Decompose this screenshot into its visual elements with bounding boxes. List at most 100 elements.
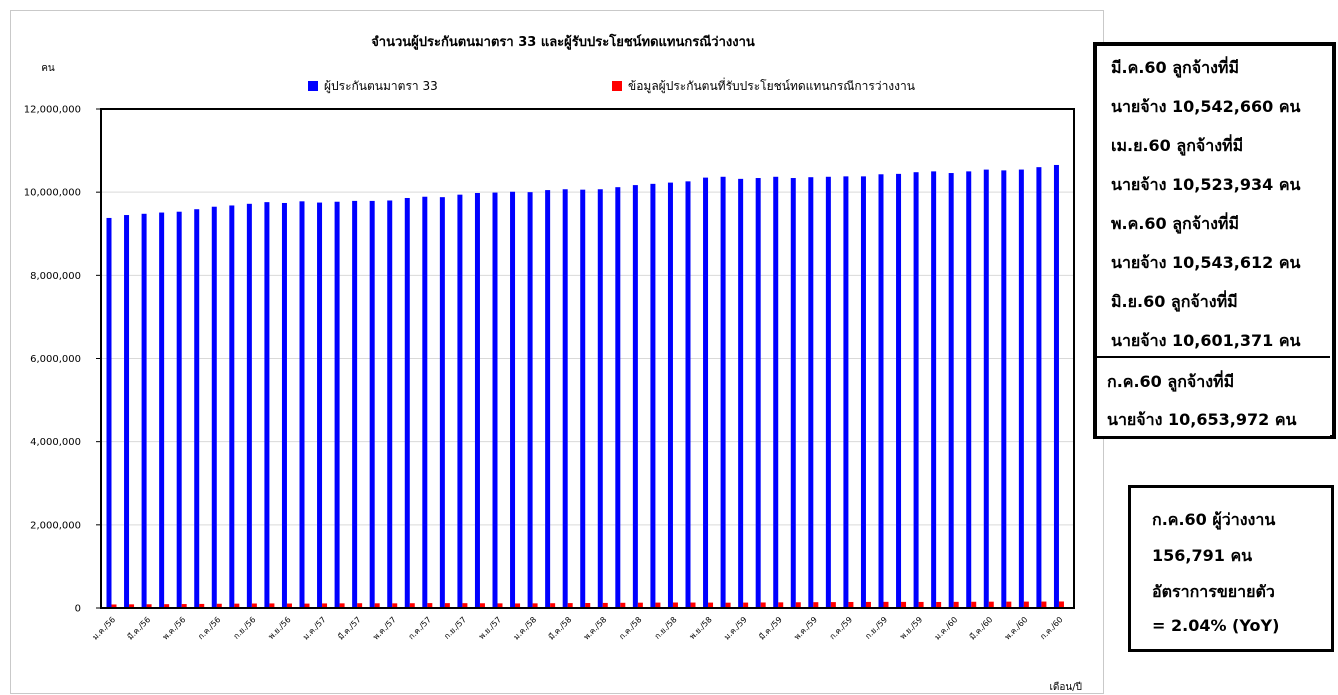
bar-insured bbox=[913, 172, 919, 608]
unemployed-line-3: อัตราการขยายตัว bbox=[1152, 582, 1275, 601]
bar-unemployed bbox=[1023, 601, 1029, 608]
y-tick-label: 8,000,000 bbox=[30, 271, 81, 282]
employees-line-2: นายจ้าง 10,542,660 คน bbox=[1111, 97, 1301, 116]
bar-unemployed bbox=[813, 602, 819, 608]
bar-insured bbox=[825, 176, 831, 609]
bar-insured bbox=[317, 202, 323, 608]
bar-insured bbox=[632, 185, 638, 608]
bar-unemployed bbox=[848, 601, 854, 608]
bar-unemployed bbox=[286, 603, 292, 608]
bar-insured bbox=[562, 189, 568, 608]
bar-insured bbox=[843, 176, 849, 609]
bar-insured bbox=[246, 203, 252, 608]
x-tick-label: พ.ย./58 bbox=[688, 615, 714, 641]
bar-unemployed bbox=[830, 602, 836, 608]
bar-unemployed bbox=[690, 602, 696, 608]
bar-insured bbox=[457, 194, 463, 608]
bar-insured bbox=[492, 192, 498, 608]
bar-insured bbox=[1036, 167, 1042, 608]
bar-insured bbox=[106, 217, 112, 608]
employees-line-7: มิ.ย.60 ลูกจ้างที่มี bbox=[1111, 292, 1238, 311]
x-tick-label: พ.ย./59 bbox=[898, 615, 924, 641]
bar-unemployed bbox=[637, 602, 643, 608]
bar-insured bbox=[527, 192, 533, 608]
legend-label-insured: ผู้ประกันตนมาตรา 33 bbox=[324, 79, 438, 94]
bar-insured bbox=[615, 187, 621, 608]
x-tick-label: ก.ย./59 bbox=[863, 615, 889, 641]
x-tick-label: มี.ค./59 bbox=[757, 615, 784, 642]
bar-unemployed bbox=[409, 603, 415, 608]
x-tick-label: ก.ค./57 bbox=[407, 615, 433, 641]
bar-insured bbox=[966, 171, 972, 608]
bar-insured bbox=[545, 190, 551, 608]
y-tick-label: 4,000,000 bbox=[30, 437, 81, 448]
x-tick-label: ก.ย./56 bbox=[232, 615, 258, 641]
x-tick-label: พ.ค./58 bbox=[582, 615, 609, 642]
bar-unemployed bbox=[392, 603, 398, 608]
bar-unemployed bbox=[708, 602, 714, 608]
bar-unemployed bbox=[865, 601, 871, 608]
bar-insured bbox=[720, 176, 726, 609]
bar-unemployed bbox=[515, 603, 521, 608]
x-axis-ticks: ม.ค./56 มี.ค./56 พ.ค./56 ก.ค./56 ก.ย./56 พ.ย.… bbox=[91, 615, 1065, 642]
bar-unemployed bbox=[760, 602, 766, 608]
bar-unemployed bbox=[953, 601, 959, 608]
bar-unemployed bbox=[444, 603, 450, 608]
bar-unemployed bbox=[550, 603, 556, 608]
bar-insured bbox=[141, 213, 147, 609]
bar-insured bbox=[159, 212, 165, 609]
y-axis-ticks: 0 2,000,000 4,000,000 6,000,000 8,000,000 10,… bbox=[24, 105, 101, 615]
x-tick-label: มี.ค./57 bbox=[336, 615, 363, 642]
bar-unemployed bbox=[111, 604, 117, 608]
y-tick-label: 10,000,000 bbox=[24, 188, 81, 199]
bar-insured bbox=[580, 189, 586, 608]
employees-line-6: นายจ้าง 10,543,612 คน bbox=[1111, 253, 1301, 272]
bar-insured bbox=[124, 215, 130, 608]
bar-insured bbox=[755, 178, 761, 609]
x-tick-label: พ.ย./56 bbox=[267, 615, 293, 641]
legend-swatch-unemployed bbox=[612, 81, 622, 91]
x-tick-label: มี.ค./60 bbox=[968, 615, 995, 642]
bar-unemployed bbox=[1058, 601, 1064, 608]
employees-latest-line-2: นายจ้าง 10,653,972 คน bbox=[1107, 410, 1297, 429]
bar-unemployed bbox=[901, 601, 907, 608]
bar-unemployed bbox=[1041, 601, 1047, 608]
legend: ผู้ประกันตนมาตรา 33 ข้อมูลผู้ประกันตนที่… bbox=[308, 77, 915, 94]
bar-unemployed bbox=[234, 603, 240, 608]
unemployed-line-4: = 2.04% (YoY) bbox=[1152, 616, 1280, 635]
bar-insured bbox=[931, 171, 937, 608]
bar-unemployed bbox=[585, 603, 591, 608]
bar-unemployed bbox=[497, 603, 503, 608]
y-tick-label: 6,000,000 bbox=[30, 354, 81, 365]
x-tick-label: พ.ค./56 bbox=[161, 615, 188, 642]
bar-insured bbox=[229, 205, 235, 608]
x-tick-label: ม.ค./56 bbox=[91, 615, 118, 642]
x-tick-label: ก.ค./56 bbox=[196, 615, 222, 641]
bar-unemployed bbox=[971, 601, 977, 608]
bar-unemployed bbox=[129, 604, 135, 608]
x-tick-label: มี.ค./56 bbox=[126, 615, 153, 642]
x-tick-label: ม.ค./57 bbox=[301, 615, 328, 642]
x-tick-label: ก.ย./58 bbox=[653, 615, 679, 641]
bar-insured bbox=[1053, 164, 1059, 608]
bar-unemployed bbox=[567, 603, 573, 608]
bar-insured bbox=[369, 200, 375, 608]
bar-insured bbox=[878, 174, 884, 608]
bars bbox=[106, 164, 1064, 609]
x-tick-label: ก.ค./60 bbox=[1038, 615, 1064, 641]
bar-unemployed bbox=[620, 602, 626, 608]
x-tick-label: ม.ค./58 bbox=[512, 615, 539, 642]
bar-insured bbox=[703, 177, 709, 609]
bar-unemployed bbox=[181, 604, 187, 608]
bar-insured bbox=[597, 189, 603, 608]
bar-unemployed bbox=[479, 603, 485, 608]
x-tick-label: ก.ย./57 bbox=[442, 615, 468, 641]
x-tick-label: ม.ค./59 bbox=[722, 615, 749, 642]
bar-insured bbox=[773, 176, 779, 609]
employees-line-4: นายจ้าง 10,523,934 คน bbox=[1111, 175, 1301, 194]
bar-insured bbox=[790, 178, 796, 609]
bar-insured bbox=[896, 173, 902, 608]
bar-unemployed bbox=[672, 602, 678, 608]
bar-insured bbox=[264, 202, 270, 608]
y-tick-label: 12,000,000 bbox=[24, 105, 81, 116]
